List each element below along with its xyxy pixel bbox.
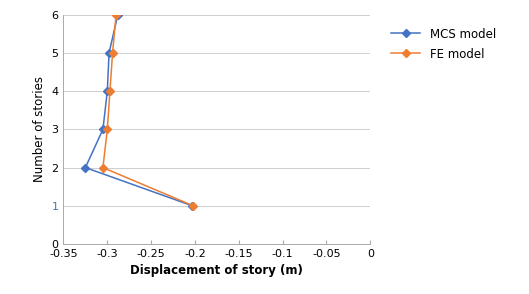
FE model: [100, 166, 106, 169]
MCS model: [115, 13, 121, 16]
FE model: [190, 204, 196, 208]
MCS model: [82, 166, 88, 169]
FE model: [107, 89, 113, 93]
MCS model: [104, 89, 111, 93]
X-axis label: Displacement of story (m): Displacement of story (m): [131, 264, 303, 278]
MCS model: [100, 128, 106, 131]
MCS model: [189, 204, 196, 208]
Y-axis label: Number of stories: Number of stories: [33, 76, 46, 182]
FE model: [110, 51, 116, 55]
FE model: [104, 128, 111, 131]
MCS model: [106, 51, 112, 55]
Line: MCS model: MCS model: [83, 12, 195, 208]
Legend: MCS model, FE model: MCS model, FE model: [388, 25, 498, 63]
Line: FE model: FE model: [100, 12, 196, 208]
FE model: [113, 13, 119, 16]
